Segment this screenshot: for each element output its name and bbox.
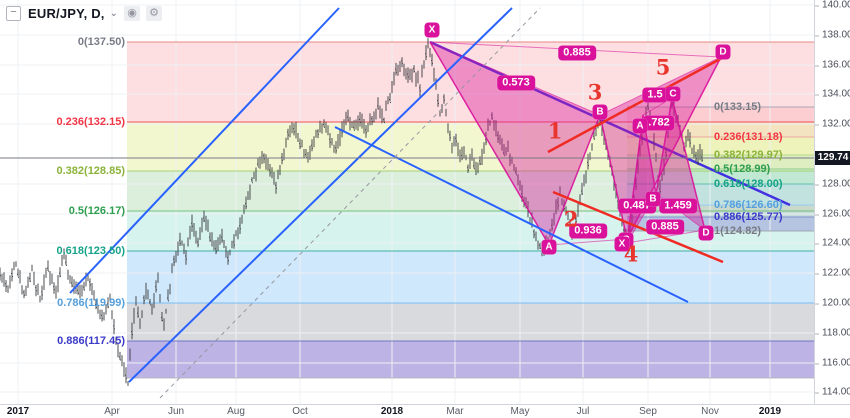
fib-band-right: [627, 137, 814, 155]
price-axis-label: 124.00: [815, 238, 850, 249]
price-axis[interactable]: 129.74 140.00 138.00 136.00 134.00 132.00 128…: [814, 0, 850, 404]
price-axis-label: 132.00: [815, 119, 850, 130]
price-axis-label: 122.00: [815, 268, 850, 279]
price-axis-label: 140.00: [815, 0, 850, 11]
price-axis-label: 128.00: [815, 179, 850, 190]
visibility-icon[interactable]: ◉: [124, 6, 141, 21]
time-axis-label: Jun: [167, 406, 185, 417]
pattern-ratio-line: [548, 238, 628, 246]
pattern-ratio-line: [626, 229, 706, 244]
trendline-blue-ascending-channel-lower[interactable]: [69, 7, 340, 294]
trendline-red-ascending-line[interactable]: [547, 56, 723, 154]
time-axis[interactable]: 2017 Apr Jun Aug Oct 2018 Mar May Jul Sep Nov 2019: [0, 404, 850, 418]
chevron-down-icon[interactable]: ⌄: [109, 8, 119, 19]
price-axis-label: 120.00: [815, 298, 850, 309]
trendline-blue-descending-line[interactable]: [334, 126, 689, 303]
pattern-ratio-line: [599, 56, 722, 116]
chart-plot-area[interactable]: [0, 0, 850, 404]
price-axis-label: 134.00: [815, 89, 850, 100]
pattern-fill-bcd: [600, 57, 721, 239]
time-axis-label: 2018: [380, 406, 404, 417]
price-axis-label: 138.00: [815, 30, 850, 41]
price-axis-label: 118.00: [815, 327, 850, 339]
price-axis-label: 126.00: [815, 209, 850, 220]
chart-legend-header: − EUR/JPY, D, ⌄ ◉ ⚙: [6, 6, 163, 21]
time-axis-label: Oct: [292, 406, 308, 417]
price-axis-label: 116.00: [815, 357, 850, 369]
time-axis-label: Sep: [639, 406, 657, 417]
time-axis-label: Nov: [701, 406, 719, 417]
price-axis-label: 114.00: [815, 386, 850, 398]
collapse-icon[interactable]: −: [6, 6, 21, 21]
price-axis-label: 136.00: [815, 60, 850, 71]
trendline-red-descending-line[interactable]: [552, 190, 724, 264]
fib-band-right: [627, 169, 814, 184]
fib-band-left: [127, 303, 814, 341]
fib-band-left: [127, 251, 814, 303]
fib-band-left: [127, 171, 814, 211]
time-axis-label: 2017: [6, 406, 30, 417]
symbol-title[interactable]: EUR/JPY, D,: [28, 6, 105, 21]
settings-gear-icon[interactable]: ⚙: [146, 6, 163, 21]
fib-band-right: [627, 217, 814, 231]
grid-lines: [0, 0, 814, 404]
time-axis-label: Apr: [104, 406, 120, 417]
last-price-badge: 129.74: [815, 151, 850, 165]
fib-band-left: [127, 42, 814, 122]
pattern-fill-bcd: [656, 98, 705, 230]
time-axis-label: Jul: [576, 406, 590, 417]
trendline-gray-dashed-support[interactable]: [159, 7, 541, 399]
trendline-blue-ascending-channel-upper[interactable]: [128, 7, 513, 383]
time-axis-label: Mar: [446, 406, 464, 417]
fib-band-left: [127, 341, 814, 378]
time-axis-label: Aug: [227, 406, 245, 417]
trendline-blue-x-b-ray[interactable]: [429, 40, 791, 207]
time-axis-label: May: [510, 406, 530, 417]
time-axis-label: 2019: [758, 406, 782, 417]
